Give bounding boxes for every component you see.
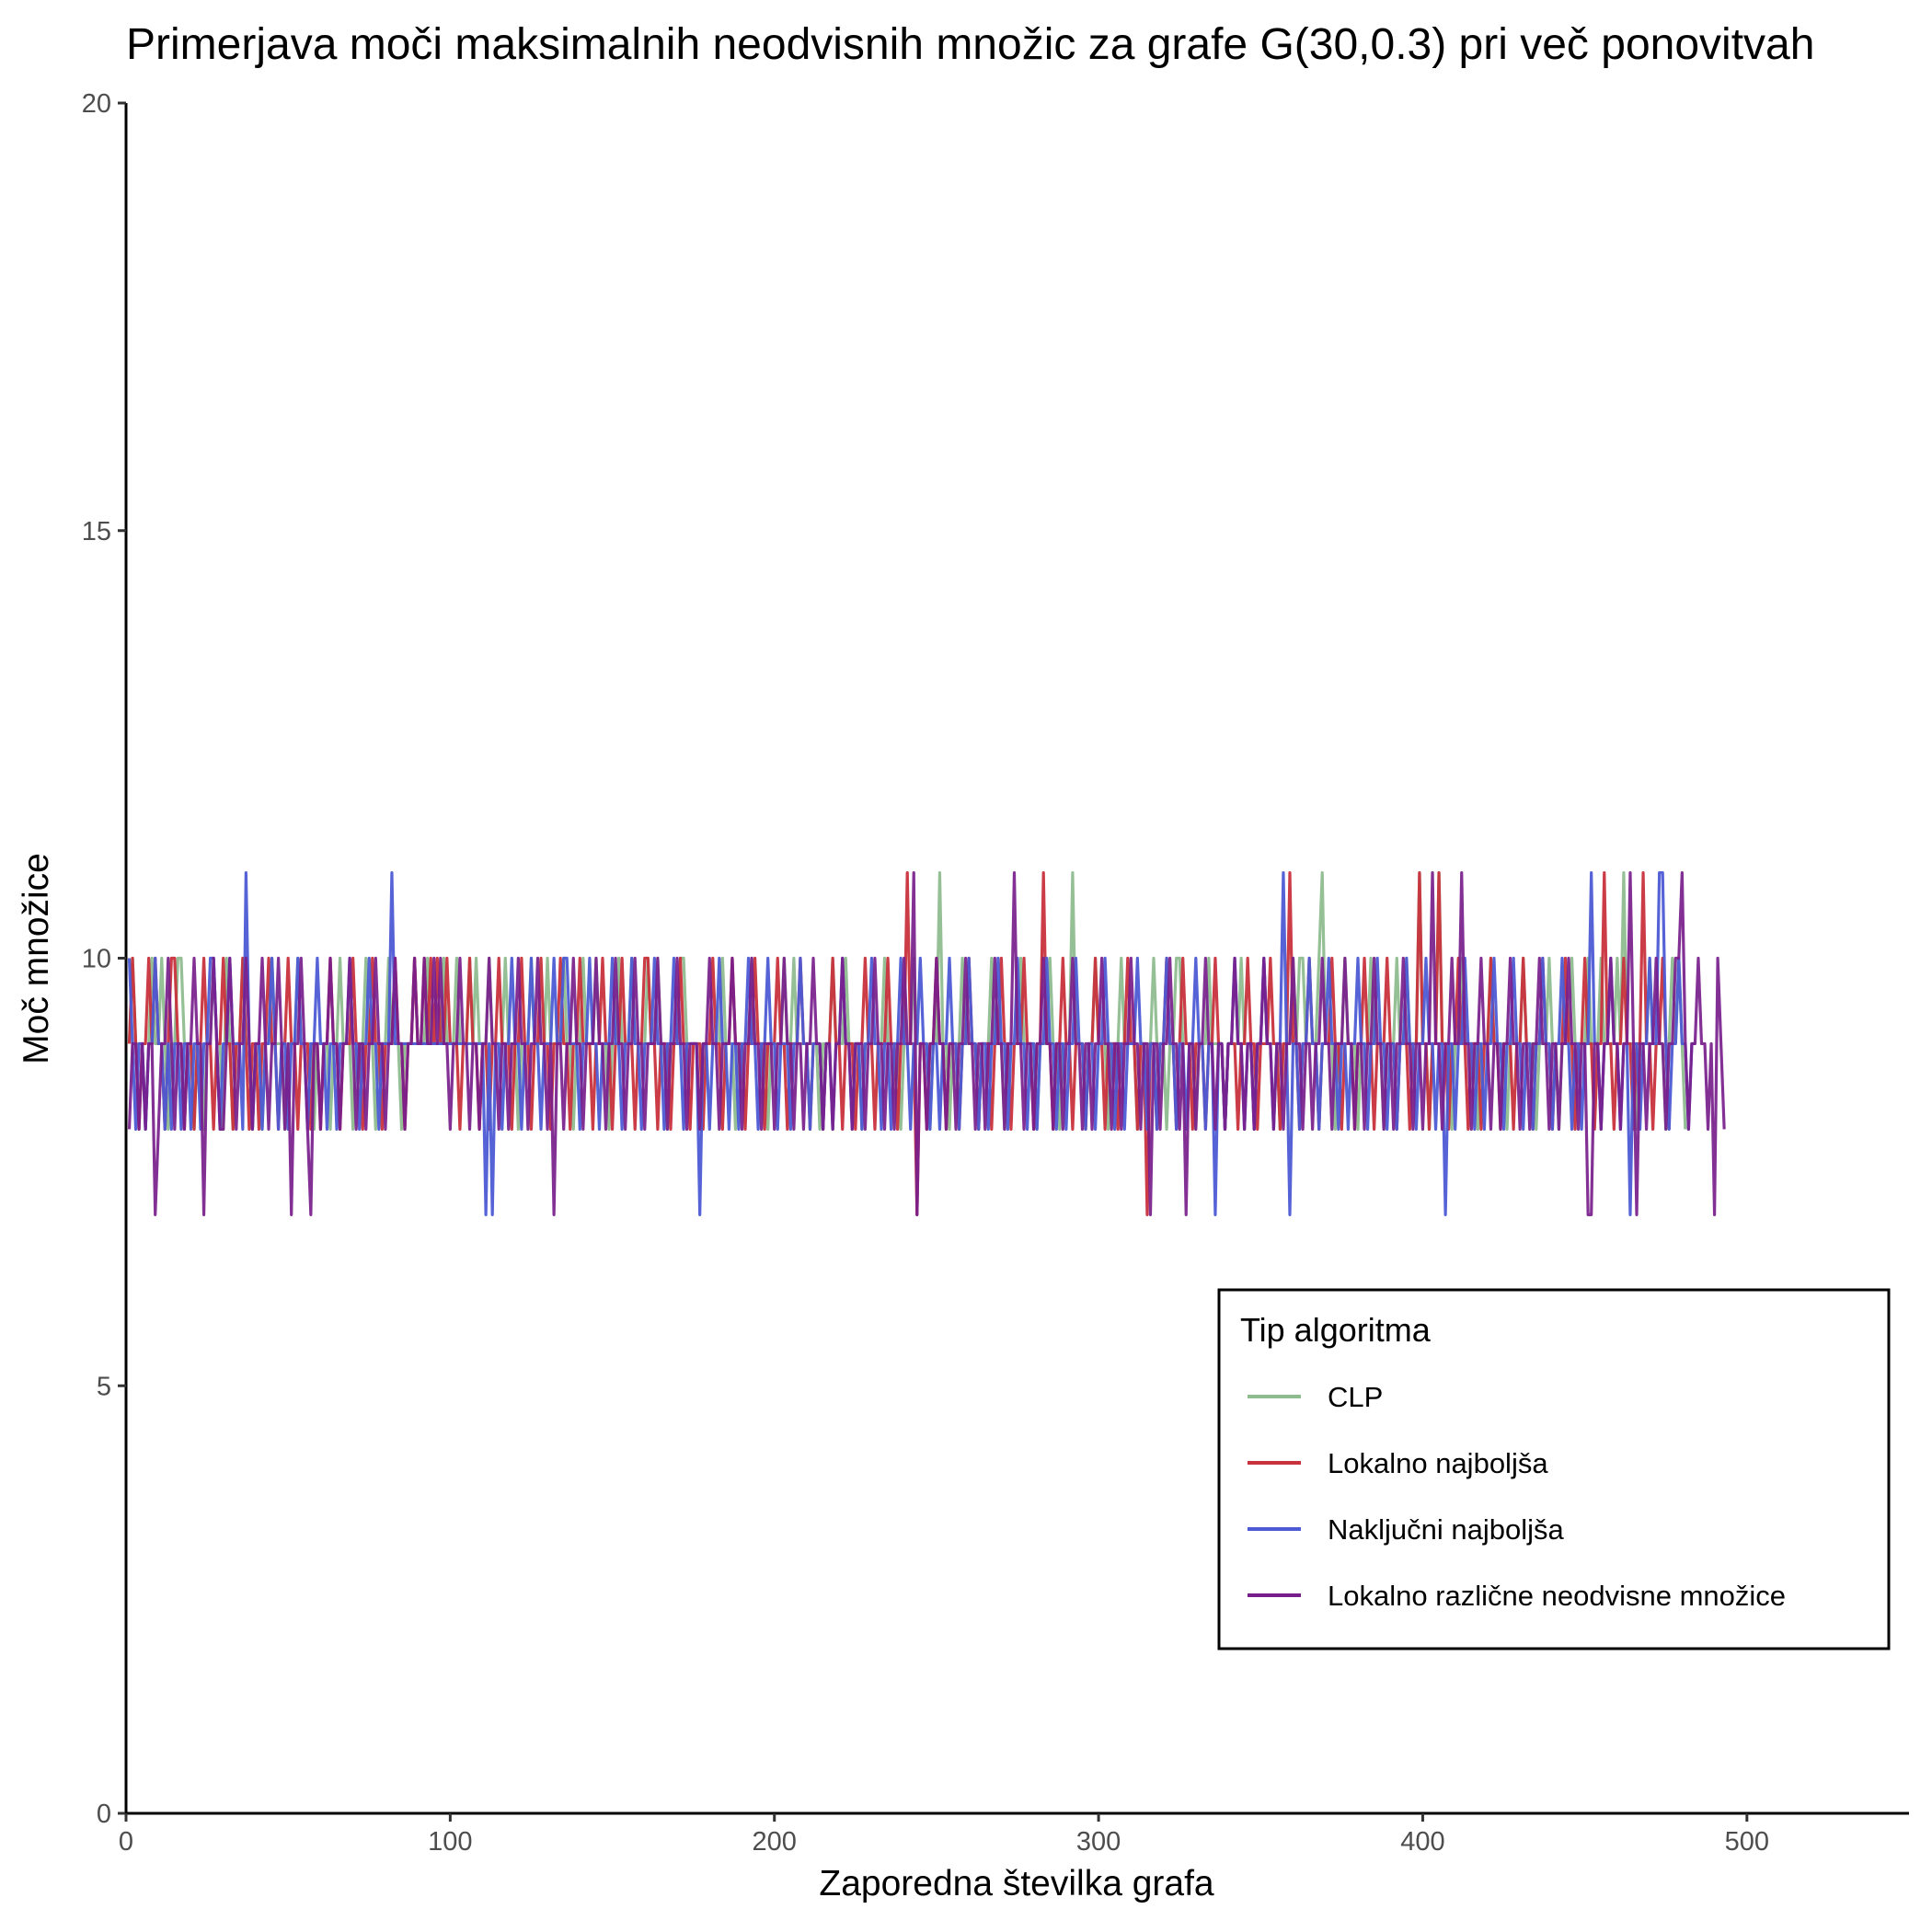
y-tick-label: 5: [97, 1372, 111, 1401]
legend-label-2: Lokalno najboljša: [1328, 1447, 1548, 1479]
chart-title: Primerjava moči maksimalnih neodvisnih m…: [126, 20, 1814, 69]
y-tick-label: 20: [82, 89, 111, 119]
legend-box: [1217, 1288, 1891, 1650]
legend-label-1: CLP: [1328, 1381, 1383, 1413]
x-axis: 0 100 200 300 400 500: [119, 1811, 1909, 1857]
x-tick-label: 200: [753, 1827, 797, 1857]
legend-label-3: Naključni najboljša: [1328, 1513, 1565, 1546]
y-tick-label: 0: [97, 1800, 111, 1829]
legend: Tip algoritma CLP Lokalno najboljša Naklju…: [1217, 1288, 1891, 1650]
x-tick-label: 0: [119, 1827, 133, 1857]
x-tick-label: 300: [1076, 1827, 1121, 1857]
x-tick-label: 400: [1400, 1827, 1444, 1857]
y-axis: 0 5 10 15 20: [82, 89, 128, 1829]
x-axis-title: Zaporedna številka grafa: [819, 1864, 1214, 1903]
series-layer: [127, 870, 1726, 1216]
y-axis-title: Moč množice: [17, 853, 56, 1064]
legend-title: Tip algoritma: [1240, 1311, 1432, 1349]
legend-label-4: Lokalno različne neodvisne množice: [1328, 1580, 1786, 1612]
x-tick-label: 100: [428, 1827, 472, 1857]
series-line-4: [127, 870, 1726, 1216]
series-line-3: [127, 870, 1696, 1216]
y-tick-label: 15: [82, 517, 111, 546]
y-tick-label: 10: [82, 945, 111, 974]
x-tick-label: 500: [1725, 1827, 1769, 1857]
